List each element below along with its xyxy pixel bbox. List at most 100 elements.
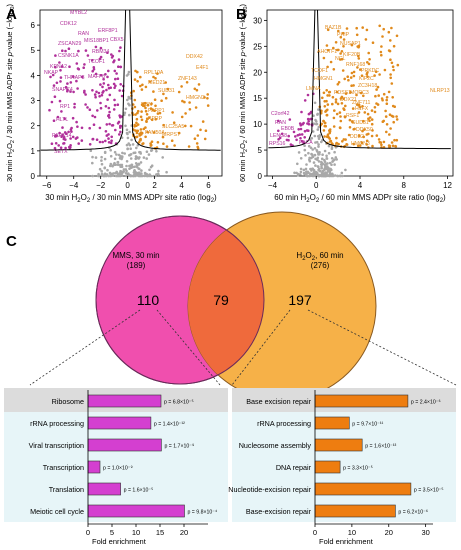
b-point (371, 129, 374, 132)
a-point (136, 109, 140, 113)
b-point (323, 173, 327, 176)
a-gene-label: CBX5 (110, 37, 124, 43)
a-point (135, 121, 138, 125)
b-point (306, 122, 309, 125)
bar-category-label: Viral transcription (29, 441, 84, 450)
b-point (361, 105, 364, 108)
b-point (327, 174, 330, 178)
a-point (113, 69, 117, 73)
b-point (323, 121, 327, 125)
a-y-ticks: 0 1 2 3 4 5 6 (31, 21, 40, 181)
a-gene-label: RP1 (60, 104, 70, 110)
b-gene-label: PHIP (337, 32, 350, 38)
a-point (129, 157, 133, 160)
a-point (144, 135, 147, 139)
b-point (355, 26, 359, 30)
a-point (116, 160, 120, 164)
a-x-tick-label: −6 (42, 181, 52, 190)
b-point (344, 92, 348, 95)
a-point (94, 45, 98, 49)
b-point (380, 97, 384, 100)
a-point (193, 87, 197, 91)
a-point (50, 142, 54, 145)
b-point (335, 112, 339, 116)
a-point (114, 84, 117, 88)
a-point (188, 101, 191, 104)
b-y-ticks: 0 5 10 15 20 25 30 (253, 16, 267, 181)
b-point (311, 148, 315, 151)
b-point (277, 129, 280, 133)
a-gene-label: SNAPC4 (52, 87, 73, 93)
a-point (139, 137, 142, 141)
a-increased-points (130, 69, 210, 150)
b-point (303, 144, 306, 147)
a-gene-label: HLTL (56, 117, 68, 123)
b-point (326, 135, 329, 138)
b-point (318, 151, 321, 154)
b-point (381, 35, 384, 38)
a-point (75, 62, 79, 65)
b-point (298, 122, 302, 125)
a-point (128, 174, 132, 177)
b-point (300, 110, 303, 114)
a-point (145, 150, 149, 153)
a-point (134, 129, 137, 132)
a-point (118, 133, 121, 136)
b-point (308, 159, 312, 163)
a-point (126, 147, 129, 150)
b-point (376, 103, 380, 106)
b-point (390, 26, 393, 30)
bar-pvalue-label: p = 1.6×10⁻¹³ (365, 444, 396, 450)
a-point (52, 119, 56, 122)
a-point (64, 138, 67, 141)
bar-x-tick-label: 5 (110, 528, 114, 537)
a-point (101, 85, 104, 89)
a-point (139, 161, 143, 164)
a-point (152, 131, 156, 134)
bar-x-tick-label: 10 (132, 528, 140, 537)
b-point (337, 81, 341, 84)
b-point (373, 106, 377, 109)
a-point (62, 135, 66, 139)
b-point (339, 52, 342, 55)
b-point (323, 135, 326, 138)
b-point (295, 138, 298, 142)
b-point (343, 77, 347, 81)
a-point (103, 172, 107, 175)
b-point (335, 136, 338, 140)
b-point (336, 174, 340, 178)
b-point (299, 170, 303, 174)
a-point (106, 168, 109, 172)
a-gene-label: PARP14 (52, 133, 72, 139)
b-point (375, 134, 379, 137)
a-point (100, 162, 104, 166)
a-point (110, 124, 114, 127)
bar-category-label: Base excision repair (246, 397, 311, 406)
a-point (94, 72, 98, 76)
a-point (105, 123, 109, 126)
bar-x-tick-label: 20 (180, 528, 188, 537)
a-gene-label: MED21 (148, 80, 165, 86)
a-point (100, 159, 103, 162)
a-point (106, 75, 109, 79)
a-point (129, 147, 132, 150)
b-point (331, 159, 335, 163)
a-point (120, 156, 124, 159)
bar-category-label: rRNA processing (30, 419, 84, 428)
b-point (371, 144, 374, 148)
a-point (77, 49, 80, 53)
b-point (366, 75, 369, 78)
a-point (68, 65, 71, 68)
b-x-tick-label: −4 (268, 181, 278, 190)
b-point (355, 33, 359, 37)
a-point (133, 98, 137, 102)
a-point (91, 161, 94, 165)
a-point (98, 140, 102, 144)
b-point (317, 145, 320, 148)
a-point (126, 172, 129, 175)
a-point (203, 137, 207, 141)
b-point (366, 71, 369, 74)
a-point (88, 143, 92, 146)
a-point (103, 151, 107, 154)
